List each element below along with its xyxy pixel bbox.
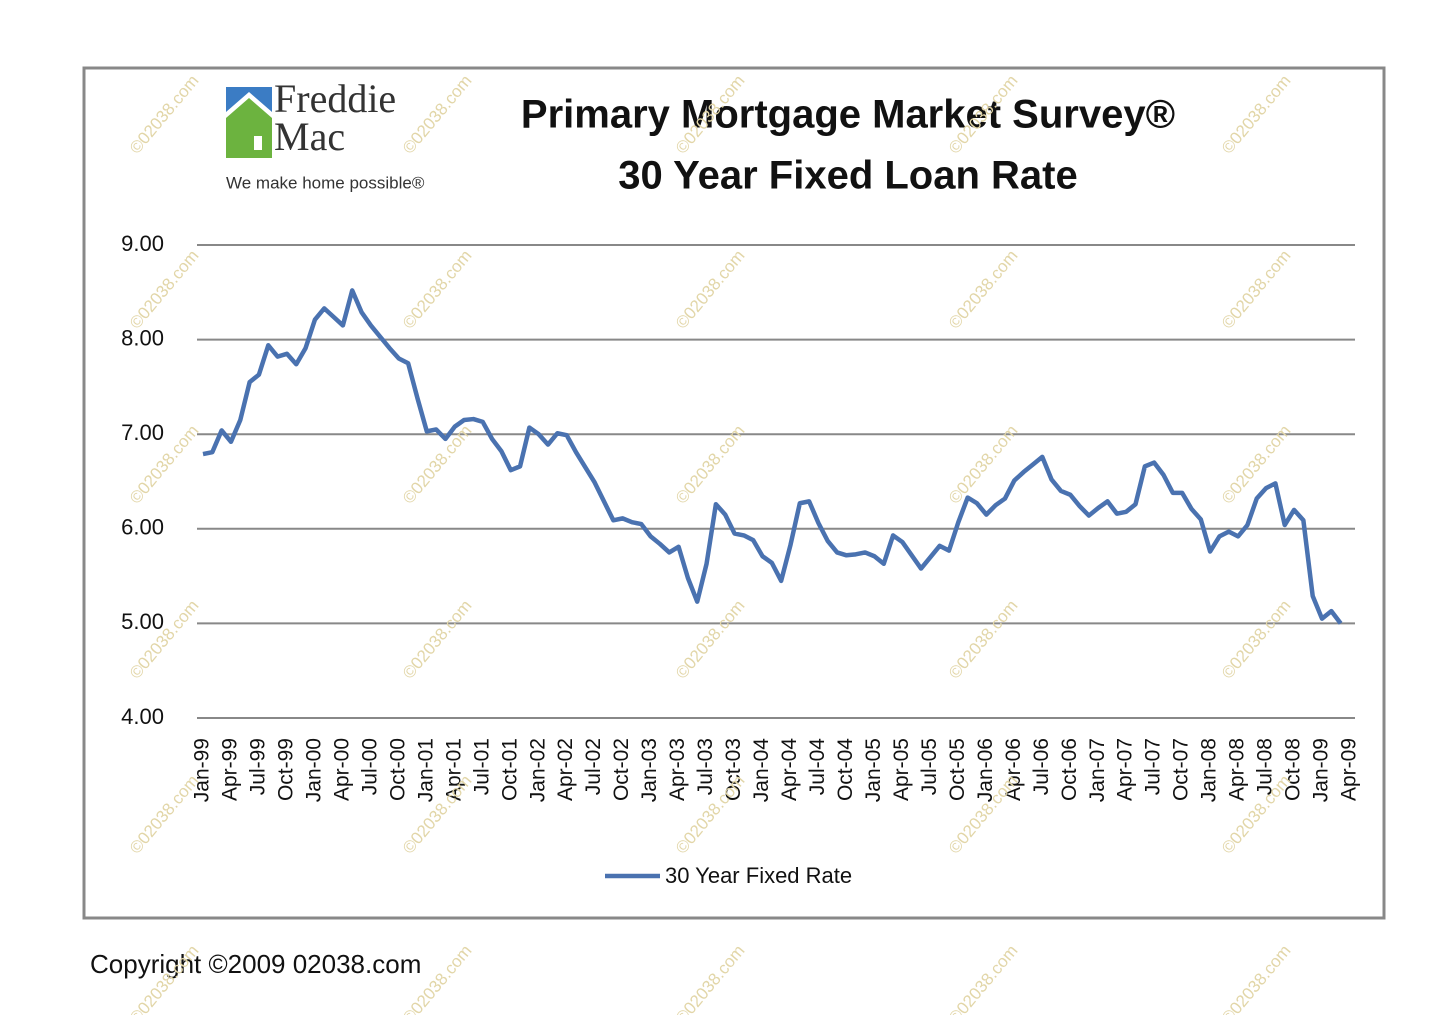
- chart-frame: [82, 66, 1386, 920]
- x-tick-label: Jan-07: [1086, 738, 1109, 802]
- x-tick-label: Oct-02: [610, 738, 633, 801]
- logo-door: [254, 136, 262, 150]
- x-tick-label: Jan-04: [750, 738, 773, 803]
- x-tick-label: Jul-02: [582, 738, 605, 795]
- y-tick-label: 4.00: [121, 704, 164, 729]
- x-tick-label: Jul-04: [806, 738, 829, 796]
- x-tick-label: Oct-99: [274, 738, 297, 801]
- x-tick-label: Jul-99: [246, 738, 269, 795]
- x-tick-label: Jan-05: [862, 738, 885, 802]
- x-tick-label: Oct-05: [946, 738, 969, 801]
- x-tick-label: Jul-03: [694, 738, 717, 795]
- data-line: [202, 288, 1343, 625]
- x-tick-label: Jan-08: [1198, 738, 1221, 802]
- x-tick-label: Apr-02: [554, 738, 577, 801]
- x-tick-label: Jul-08: [1254, 738, 1277, 795]
- x-tick-label: Jan-03: [638, 738, 661, 802]
- x-tick-label: Jan-01: [414, 738, 437, 802]
- x-tick-label: Oct-07: [1170, 738, 1193, 801]
- x-tick-label: Jan-06: [974, 738, 997, 802]
- x-tick-label: Apr-03: [666, 738, 689, 801]
- logo-name: Freddie Mac: [274, 80, 397, 159]
- x-tick-label: Jul-07: [1142, 738, 1165, 795]
- watermark: ©02038.com: [1218, 941, 1295, 1015]
- x-tick-label: Apr-08: [1226, 738, 1249, 801]
- x-tick-label: Apr-99: [219, 738, 242, 801]
- y-tick-label: 8.00: [121, 325, 164, 350]
- x-tick-label: Apr-06: [1002, 738, 1025, 801]
- logo-tagline: We make home possible®: [226, 173, 425, 192]
- chart-title: Primary Mortgage Market Survey®: [521, 93, 1175, 137]
- chart-subtitle: 30 Year Fixed Loan Rate: [618, 154, 1077, 198]
- logo: Freddie Mac We make home possible®: [226, 80, 425, 192]
- x-tick-label: Oct-00: [386, 738, 409, 801]
- watermark: ©02038.com: [672, 941, 749, 1015]
- x-tick-label: Oct-04: [834, 738, 857, 801]
- x-tick-label: Oct-03: [722, 738, 745, 801]
- x-tick-label: Apr-09: [1338, 738, 1361, 801]
- x-tick-label: Jul-05: [918, 738, 941, 795]
- x-tick-label: Jul-06: [1030, 738, 1053, 795]
- x-tick-label: Jan-99: [191, 738, 214, 802]
- legend-label: 30 Year Fixed Rate: [665, 863, 852, 888]
- x-tick-label: Jul-00: [358, 738, 381, 795]
- x-tick-label: Apr-04: [778, 738, 801, 801]
- y-tick-label: 5.00: [121, 609, 164, 634]
- watermark: ©02038.com: [945, 941, 1022, 1015]
- x-tick-label: Jul-01: [470, 738, 493, 795]
- x-tick-label: Apr-01: [442, 738, 465, 801]
- y-tick-label: 9.00: [121, 231, 164, 256]
- copyright: Copyright ©2009 02038.com: [90, 949, 421, 979]
- logo-name-box: Freddie Mac: [274, 80, 397, 159]
- x-tick-label: Oct-08: [1282, 738, 1305, 801]
- y-tick-label: 7.00: [121, 420, 164, 445]
- logo-mark-blue: [226, 87, 272, 112]
- x-tick-label: Jan-00: [302, 738, 325, 802]
- x-tick-label: Oct-01: [498, 738, 521, 801]
- x-tick-label: Jan-09: [1310, 738, 1333, 802]
- x-tick-label: Apr-07: [1114, 738, 1137, 801]
- x-tick-label: Jan-02: [526, 738, 549, 802]
- y-tick-label: 6.00: [121, 515, 164, 540]
- x-tick-label: Apr-05: [890, 738, 913, 801]
- x-tick-label: Oct-06: [1058, 738, 1081, 801]
- x-tick-label: Apr-00: [330, 738, 353, 801]
